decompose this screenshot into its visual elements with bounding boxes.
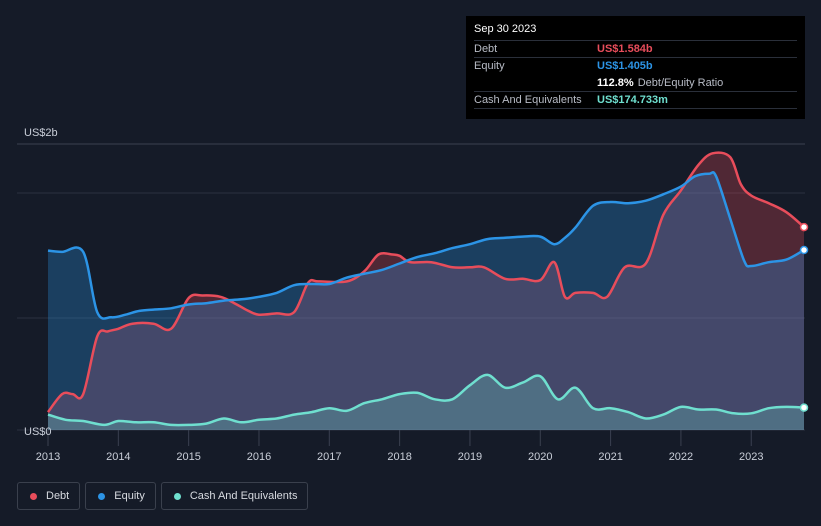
x-tick-label: 2017 bbox=[317, 451, 341, 463]
tooltip-panel: Sep 30 2023 Debt US$1.584b Equity US$1.4… bbox=[466, 16, 805, 119]
tooltip-debt-label: Debt bbox=[474, 43, 498, 55]
x-axis-ticks: 2013 2014 2015 2016 2017 2018 2019 2020 2021 2022… bbox=[36, 430, 763, 463]
tooltip-ratio-label: Debt/Equity Ratio bbox=[637, 76, 724, 89]
cash-line bbox=[47, 373, 805, 427]
tooltip-debt-value: US$1.584b bbox=[597, 43, 653, 55]
cash-end-marker bbox=[799, 403, 809, 412]
tooltip-cash-label: Cash And Equivalents bbox=[474, 94, 582, 106]
tooltip-ratio-row: 112.8% Debt/Equity Ratio bbox=[474, 74, 797, 91]
end-markers bbox=[799, 222, 809, 412]
x-tick-label: 2020 bbox=[528, 451, 552, 463]
debt-line bbox=[46, 151, 805, 413]
x-tick-label: 2023 bbox=[739, 451, 763, 463]
equity-line bbox=[47, 171, 805, 320]
y-axis-bottom-label: US$0 bbox=[24, 426, 52, 438]
debt-dot-icon bbox=[30, 492, 37, 500]
legend-item-equity[interactable]: Equity bbox=[85, 482, 156, 510]
x-tick-label: 2015 bbox=[176, 451, 200, 463]
x-tick-label: 2014 bbox=[106, 451, 130, 463]
grid-lines bbox=[17, 143, 805, 431]
legend-item-debt[interactable]: Debt bbox=[17, 482, 81, 510]
legend-label-cash: Cash And Equivalents bbox=[189, 490, 298, 502]
tooltip-ratio-value: 112.8% bbox=[597, 76, 634, 89]
x-tick-label: 2013 bbox=[36, 451, 60, 463]
tooltip-debt-row: Debt US$1.584b bbox=[474, 40, 797, 57]
x-tick-label: 2022 bbox=[669, 451, 693, 463]
equity-dot-icon bbox=[98, 492, 106, 500]
legend-label-debt: Debt bbox=[46, 490, 70, 502]
chart-legend: Debt Equity Cash And Equivalents bbox=[17, 482, 309, 510]
tooltip-cash-value: US$174.733m bbox=[597, 94, 668, 106]
tooltip-date: Sep 30 2023 bbox=[474, 23, 537, 35]
cash-dot-icon bbox=[173, 492, 181, 500]
debt-end-marker bbox=[799, 222, 809, 232]
area-fills bbox=[48, 152, 804, 430]
x-tick-label: 2018 bbox=[387, 451, 411, 463]
legend-label-equity: Equity bbox=[114, 490, 145, 502]
x-tick-label: 2016 bbox=[247, 451, 271, 463]
x-tick-label: 2021 bbox=[598, 451, 622, 463]
equity-area bbox=[48, 172, 804, 430]
tooltip-equity-value: US$1.405b bbox=[597, 60, 653, 72]
cash-area bbox=[48, 374, 804, 430]
x-tick-label: 2019 bbox=[458, 451, 482, 463]
tooltip-equity-row: Equity US$1.405b bbox=[474, 57, 797, 74]
y-axis-top-label: US$2b bbox=[24, 127, 58, 139]
tooltip-equity-label: Equity bbox=[474, 60, 505, 72]
legend-item-cash[interactable]: Cash And Equivalents bbox=[160, 482, 309, 510]
tooltip-cash-row: Cash And Equivalents US$174.733m bbox=[474, 91, 797, 108]
equity-end-marker bbox=[799, 245, 809, 255]
series-lines bbox=[46, 151, 805, 427]
debt-area bbox=[48, 152, 804, 430]
